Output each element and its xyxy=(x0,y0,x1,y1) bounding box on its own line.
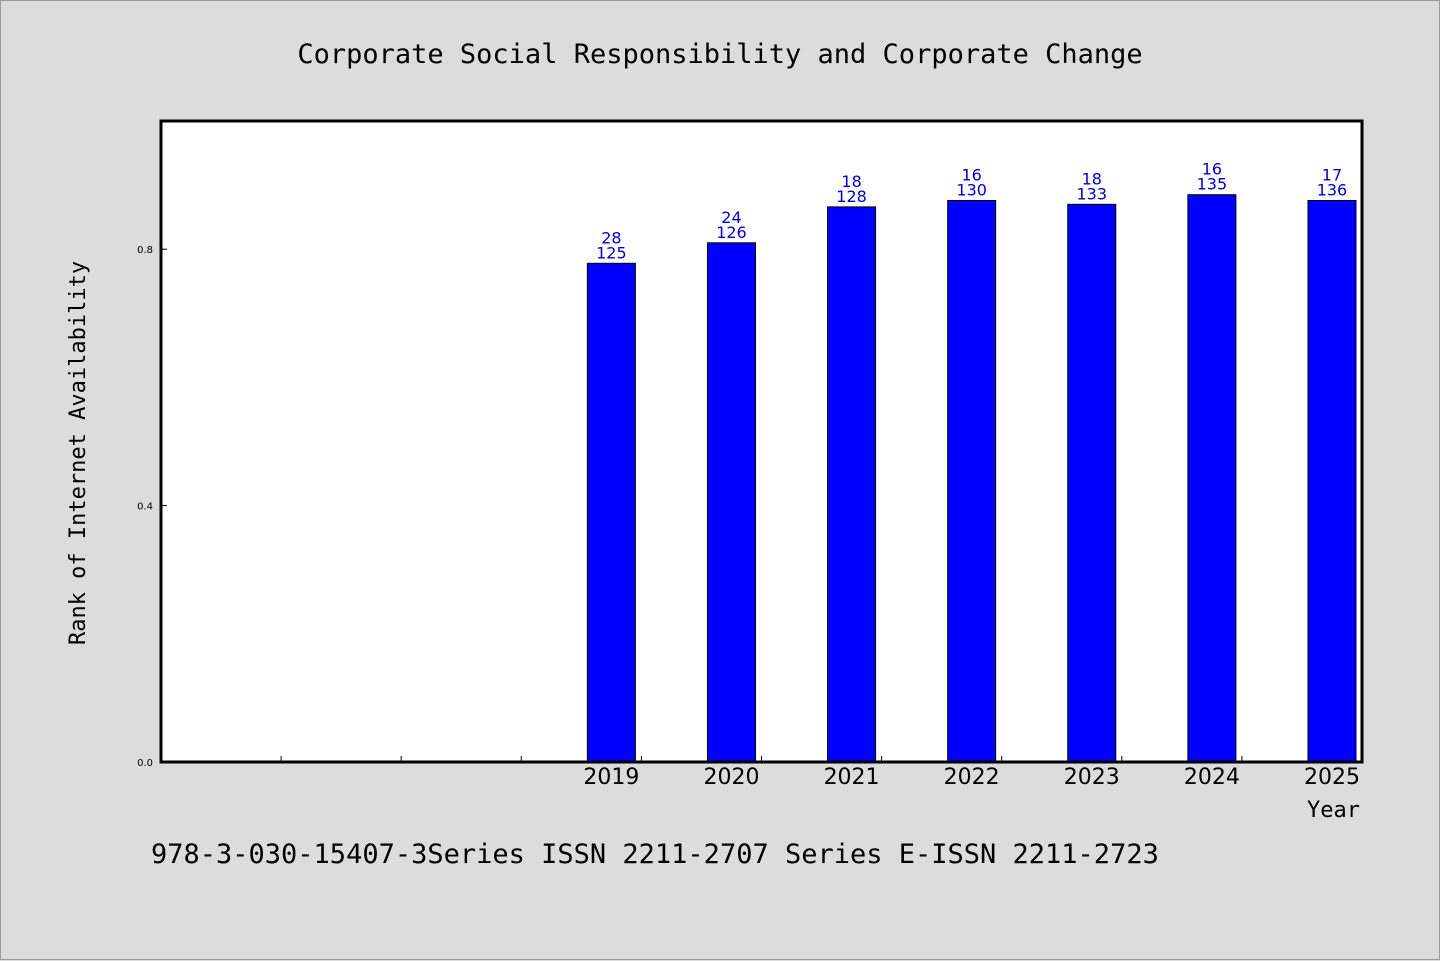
x-axis-label: Year xyxy=(1307,798,1360,823)
y-tick-label: 0.8 xyxy=(137,245,153,256)
bars xyxy=(586,194,1357,763)
bar-2020 xyxy=(706,242,756,763)
bar-2021 xyxy=(827,206,877,763)
x-tick-label: 2022 xyxy=(944,765,1000,790)
y-tick-label: 0.0 xyxy=(137,758,153,769)
plot-area xyxy=(161,121,1362,762)
x-tick-label: 2024 xyxy=(1184,765,1240,790)
bar-2023 xyxy=(1067,203,1117,763)
data-label-bottom: 128 xyxy=(836,187,867,206)
chart-title: Corporate Social Responsibility and Corp… xyxy=(297,39,1142,70)
data-labels: 2812520192412620201812820211613020221813… xyxy=(583,160,1360,790)
data-label-top: 17 xyxy=(1322,165,1342,184)
x-tick-label: 2020 xyxy=(703,765,759,790)
data-label-bottom: 126 xyxy=(716,223,747,242)
data-label-bottom: 130 xyxy=(956,180,987,199)
data-label-top: 18 xyxy=(841,172,861,191)
data-label-top: 16 xyxy=(1202,160,1222,179)
data-label-bottom: 133 xyxy=(1077,184,1108,203)
bar-2025 xyxy=(1307,199,1357,763)
x-tick-label: 2019 xyxy=(583,765,639,790)
plot-border xyxy=(159,119,1364,764)
data-label-bottom: 125 xyxy=(596,243,627,262)
data-label-bottom: 135 xyxy=(1197,175,1228,194)
bar-2024 xyxy=(1187,194,1237,763)
x-tick-label: 2025 xyxy=(1304,765,1360,790)
x-tick-label: 2021 xyxy=(824,765,880,790)
data-label-top: 18 xyxy=(1082,169,1102,188)
data-label-bottom: 136 xyxy=(1317,180,1348,199)
data-label-top: 24 xyxy=(721,208,741,227)
y-axis-label: Rank of Internet Availability xyxy=(66,261,91,645)
data-label-top: 28 xyxy=(601,228,621,247)
x-tick-label: 2023 xyxy=(1064,765,1120,790)
bar-2019 xyxy=(586,262,636,763)
data-label-top: 16 xyxy=(961,165,981,184)
footer-text: 978-3-030-15407-3Series ISSN 2211-2707 S… xyxy=(151,839,1159,870)
bar-2022 xyxy=(947,199,997,763)
y-tick-label: 0.4 xyxy=(137,502,153,513)
